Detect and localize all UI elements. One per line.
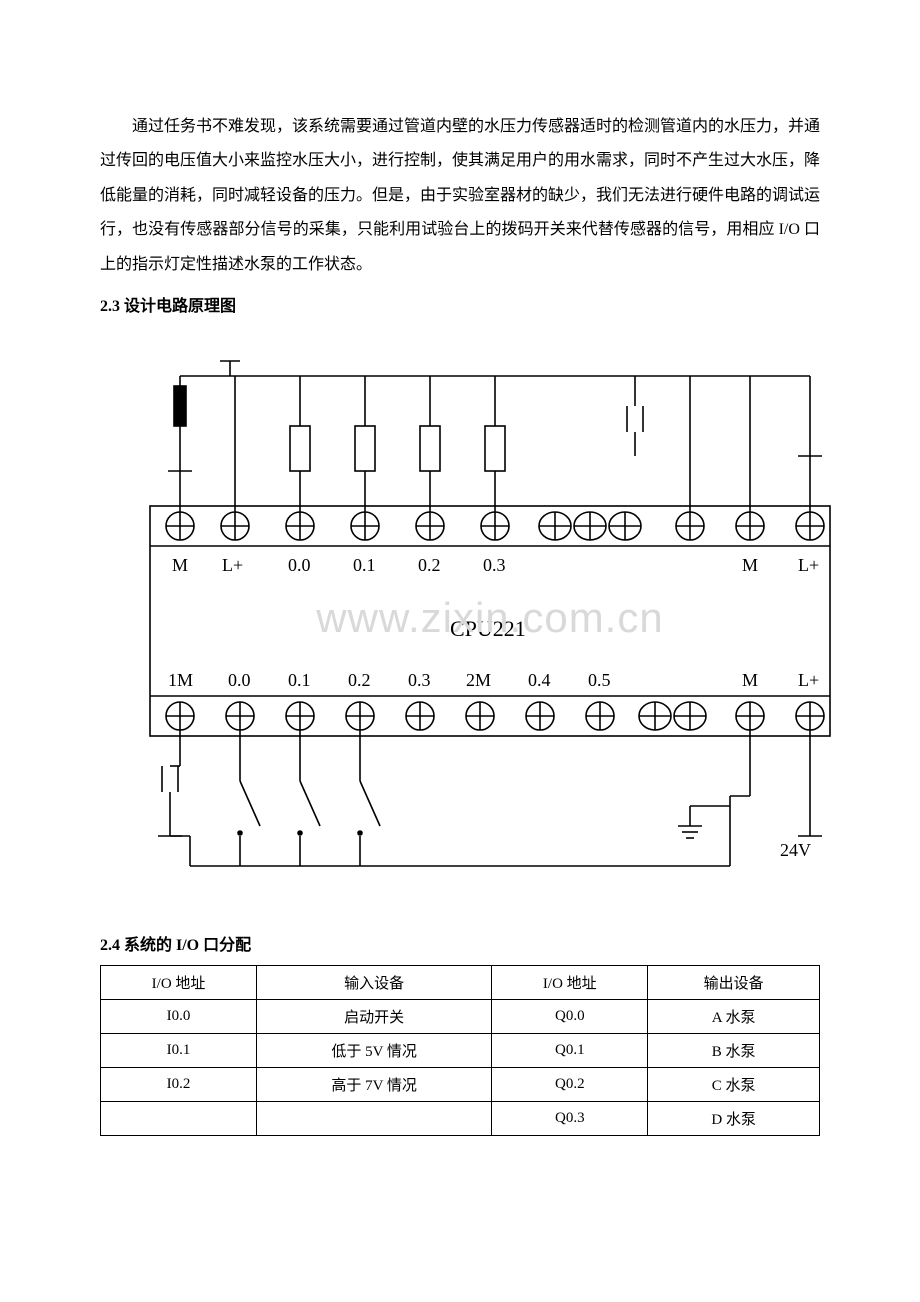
cell: 低于 5V 情况 bbox=[257, 1033, 492, 1067]
col-header: 输出设备 bbox=[648, 965, 820, 999]
section-heading-2-4: 2.4 系统的 I/O 口分配 bbox=[100, 931, 820, 955]
table-row: Q0.3 D 水泵 bbox=[101, 1101, 820, 1135]
svg-text:0.3: 0.3 bbox=[408, 670, 431, 690]
cell: B 水泵 bbox=[648, 1033, 820, 1067]
svg-text:0.5: 0.5 bbox=[588, 670, 611, 690]
body-paragraph: 通过任务书不难发现，该系统需要通过管道内壁的水压力传感器适时的检测管道内的水压力… bbox=[100, 110, 820, 282]
cell: Q0.3 bbox=[492, 1101, 648, 1135]
svg-text:0.4: 0.4 bbox=[528, 670, 551, 690]
cell: 启动开关 bbox=[257, 999, 492, 1033]
svg-text:L+: L+ bbox=[798, 670, 819, 690]
cell: I0.0 bbox=[101, 999, 257, 1033]
table-row: I0.0 启动开关 Q0.0 A 水泵 bbox=[101, 999, 820, 1033]
svg-text:1M: 1M bbox=[168, 670, 193, 690]
svg-text:0.3: 0.3 bbox=[483, 555, 506, 575]
svg-text:2M: 2M bbox=[466, 670, 491, 690]
svg-text:L+: L+ bbox=[222, 555, 243, 575]
cell bbox=[257, 1101, 492, 1135]
table-row: I0.2 高于 7V 情况 Q0.2 C 水泵 bbox=[101, 1067, 820, 1101]
io-allocation-table: I/O 地址 输入设备 I/O 地址 输出设备 I0.0 启动开关 Q0.0 A… bbox=[100, 965, 820, 1136]
cell bbox=[101, 1101, 257, 1135]
table-row: I0.1 低于 5V 情况 Q0.1 B 水泵 bbox=[101, 1033, 820, 1067]
cell: A 水泵 bbox=[648, 999, 820, 1033]
document-page: 通过任务书不难发现，该系统需要通过管道内壁的水压力传感器适时的检测管道内的水压力… bbox=[0, 0, 920, 1216]
cell: C 水泵 bbox=[648, 1067, 820, 1101]
cell: Q0.0 bbox=[492, 999, 648, 1033]
cell: I0.2 bbox=[101, 1067, 257, 1101]
cell: I0.1 bbox=[101, 1033, 257, 1067]
cell: D 水泵 bbox=[648, 1101, 820, 1135]
svg-text:L+: L+ bbox=[798, 555, 819, 575]
cell: Q0.2 bbox=[492, 1067, 648, 1101]
svg-text:0.1: 0.1 bbox=[288, 670, 311, 690]
svg-text:M: M bbox=[172, 555, 188, 575]
svg-text:0.0: 0.0 bbox=[228, 670, 251, 690]
cell: 高于 7V 情况 bbox=[257, 1067, 492, 1101]
cpu-label: CPU221 bbox=[450, 616, 526, 641]
svg-text:24V: 24V bbox=[780, 840, 811, 860]
section-heading-2-3: 2.3 设计电路原理图 bbox=[100, 292, 820, 316]
circuit-diagram: M L+ 0.0 0.1 0.2 0.3 M L+ 1M 0.0 0.1 0.2… bbox=[130, 336, 850, 901]
col-header: I/O 地址 bbox=[101, 965, 257, 999]
svg-text:M: M bbox=[742, 670, 758, 690]
cell: Q0.1 bbox=[492, 1033, 648, 1067]
svg-text:0.0: 0.0 bbox=[288, 555, 311, 575]
svg-text:0.2: 0.2 bbox=[348, 670, 371, 690]
table-header-row: I/O 地址 输入设备 I/O 地址 输出设备 bbox=[101, 965, 820, 999]
col-header: 输入设备 bbox=[257, 965, 492, 999]
svg-text:0.2: 0.2 bbox=[418, 555, 441, 575]
svg-text:0.1: 0.1 bbox=[353, 555, 376, 575]
svg-text:M: M bbox=[742, 555, 758, 575]
col-header: I/O 地址 bbox=[492, 965, 648, 999]
